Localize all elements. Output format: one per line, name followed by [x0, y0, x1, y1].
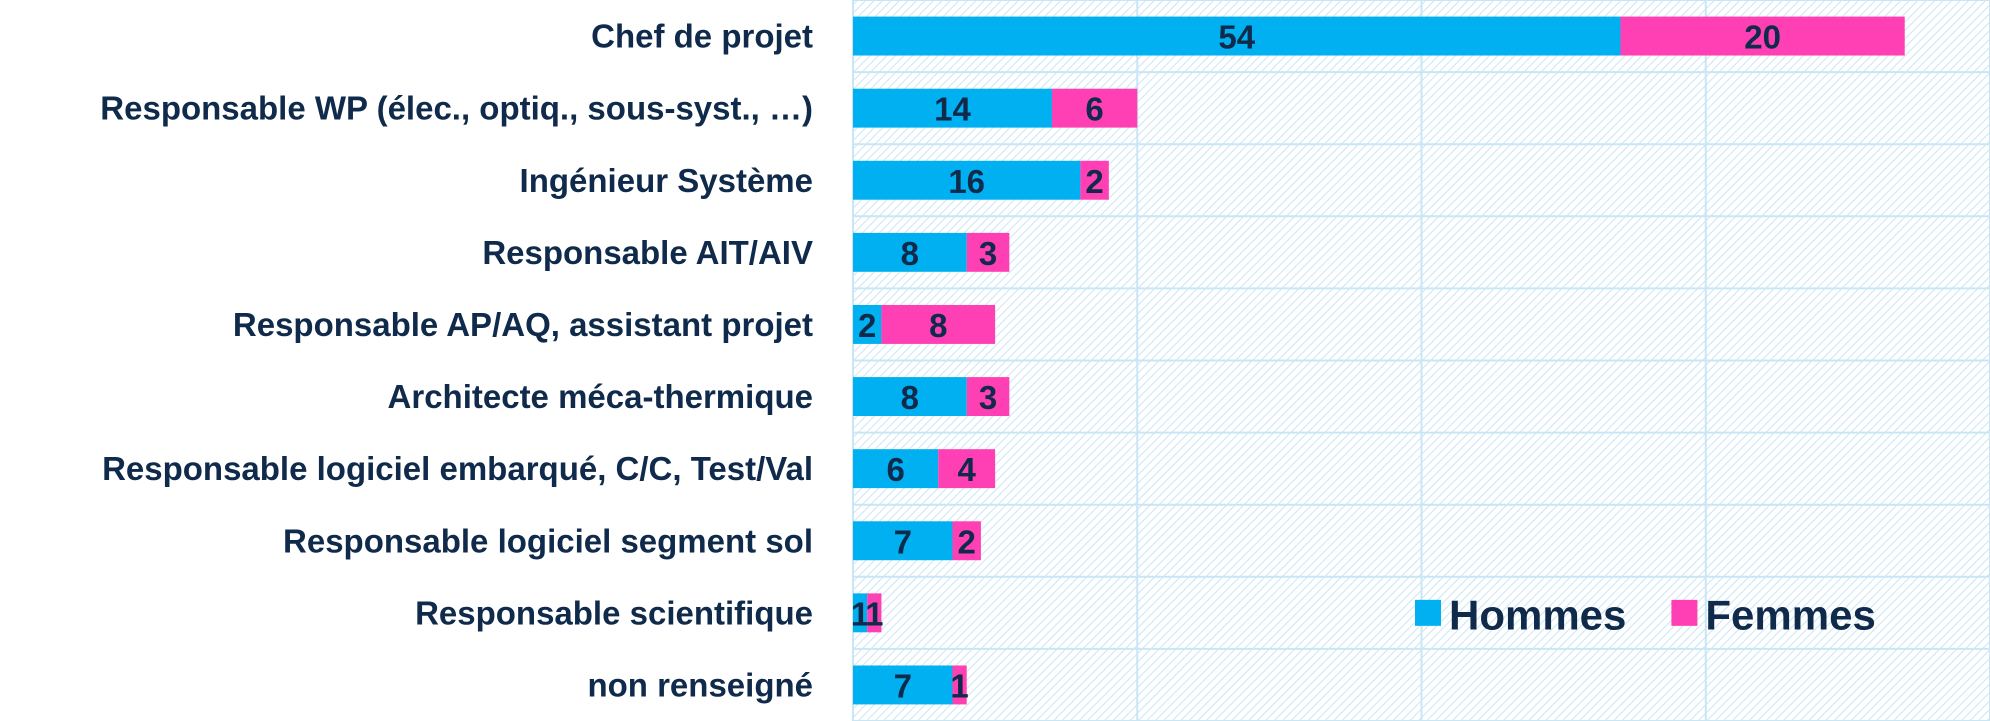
data-label: 6 — [886, 451, 904, 488]
data-label: 1 — [950, 667, 968, 704]
legend-label: Hommes — [1449, 591, 1626, 638]
category-label: Responsable AIT/AIV — [482, 234, 813, 271]
bar-segment — [966, 377, 1010, 417]
data-label: 4 — [958, 451, 977, 488]
bar-segment — [853, 160, 1081, 200]
bar-segment — [952, 521, 981, 561]
data-label: 8 — [929, 307, 947, 344]
category-label: Responsable AP/AQ, assistant projet — [233, 306, 813, 343]
data-label: 6 — [1085, 91, 1103, 128]
category-label: Responsable WP (élec., optiq., sous-syst… — [100, 90, 813, 127]
bar-segment — [952, 665, 967, 705]
data-label: 14 — [934, 91, 971, 128]
bar-segment — [867, 593, 882, 633]
category-label: Chef de projet — [591, 18, 813, 55]
bar-segment — [881, 304, 996, 344]
bar-segment — [853, 16, 1621, 56]
category-label: non renseigné — [587, 666, 813, 703]
bar-segment — [853, 521, 953, 561]
bar-segment — [966, 232, 1010, 272]
category-label: Ingénieur Système — [520, 162, 813, 199]
bar-segment — [853, 665, 953, 705]
data-label: 20 — [1744, 19, 1781, 56]
bar-segment — [1051, 88, 1138, 128]
category-label: Responsable logiciel segment sol — [283, 522, 813, 559]
bar-segment — [853, 449, 939, 489]
data-label: 3 — [979, 235, 997, 272]
bar-segment — [853, 232, 967, 272]
bar-segment — [1080, 160, 1109, 200]
legend-label: Femmes — [1705, 591, 1875, 638]
category-label: Architecte méca-thermique — [388, 378, 813, 415]
data-label: 2 — [858, 307, 876, 344]
data-label: 2 — [958, 523, 976, 560]
legend-swatch — [1415, 599, 1441, 626]
data-label: 1 — [865, 595, 883, 632]
category-label: Responsable scientifique — [415, 594, 813, 631]
data-label: 3 — [979, 379, 997, 416]
bar-segment — [853, 304, 882, 344]
bar-segment — [1620, 16, 1905, 56]
bar-segment — [853, 593, 868, 633]
data-label: 16 — [948, 163, 985, 200]
legend-swatch — [1671, 599, 1698, 626]
bar-segment — [938, 449, 996, 489]
category-label: Responsable logiciel embarqué, C/C, Test… — [102, 450, 813, 487]
bar-segment — [853, 88, 1052, 128]
data-label: 8 — [901, 235, 919, 272]
data-label: 2 — [1085, 163, 1103, 200]
data-label: 1 — [851, 595, 869, 632]
data-label: 7 — [894, 667, 912, 704]
data-label: 8 — [901, 379, 919, 416]
data-label: 54 — [1218, 19, 1255, 56]
data-label: 7 — [894, 523, 912, 560]
bar-segment — [853, 377, 967, 417]
